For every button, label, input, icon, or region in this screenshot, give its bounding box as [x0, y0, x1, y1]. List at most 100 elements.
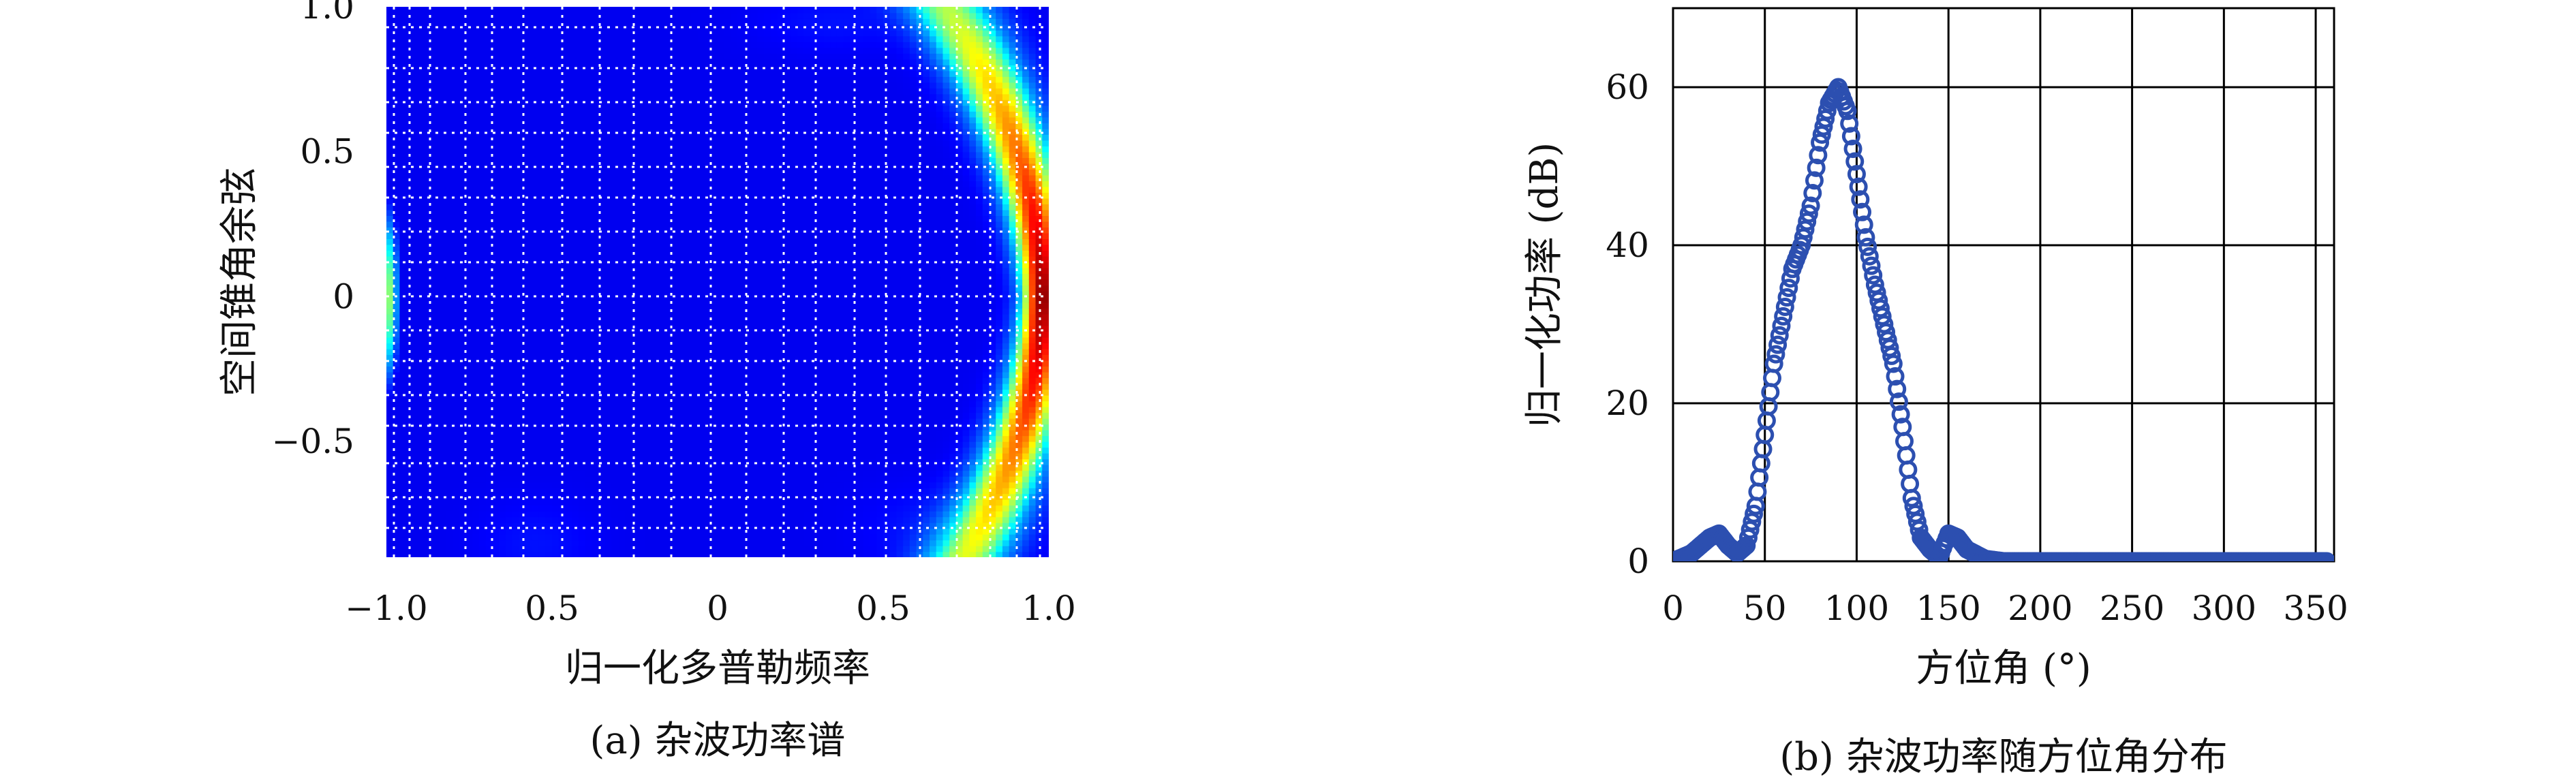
heatmap-cell [565, 134, 572, 141]
heatmap-cell [512, 487, 520, 495]
heatmap-cell [711, 221, 718, 228]
heatmap-cell [611, 475, 619, 483]
heatmap-cell [611, 331, 619, 338]
heatmap-cell [479, 93, 487, 100]
heatmap-cell [512, 238, 520, 245]
heatmap-cell [499, 464, 506, 471]
heatmap-cell [485, 429, 493, 437]
heatmap-cell [651, 140, 659, 146]
heatmap-cell [505, 244, 513, 251]
heatmap-cell [499, 475, 506, 483]
heatmap-cell [697, 383, 705, 390]
heatmap-cell [492, 406, 500, 413]
heatmap-cell [446, 30, 453, 37]
heatmap-cell [532, 354, 540, 361]
heatmap-cell [552, 302, 559, 309]
heatmap-cell [592, 424, 599, 431]
heatmap-cell [598, 412, 606, 419]
heatmap-cell [459, 354, 467, 361]
heatmap-cell [465, 93, 474, 100]
heatmap-cell [658, 76, 666, 83]
heatmap-cell [492, 551, 500, 557]
heatmap-cell [677, 539, 686, 546]
heatmap-cell [704, 406, 712, 413]
heatmap-cell [519, 181, 526, 187]
heatmap-cell [724, 308, 732, 315]
heatmap-cell [446, 279, 453, 286]
heatmap-cell [538, 354, 547, 361]
heatmap-cell [684, 343, 692, 349]
heatmap-cell [704, 447, 712, 454]
heatmap-cell [479, 447, 487, 454]
heatmap-cell [618, 209, 626, 216]
heatmap-cell [731, 285, 738, 292]
heatmap-cell [446, 35, 453, 42]
heatmap-cell [604, 42, 613, 48]
heatmap-cell [499, 377, 506, 384]
heatmap-cell [684, 250, 692, 257]
heatmap-cell [585, 111, 593, 118]
heatmap-cell [459, 325, 467, 332]
heatmap-cell [545, 539, 553, 546]
heatmap-cell [671, 458, 679, 465]
heatmap-cell [446, 296, 453, 303]
heatmap-cell [512, 215, 520, 222]
heatmap-cell [592, 111, 599, 118]
heatmap-cell [604, 157, 613, 164]
heatmap-cell [598, 401, 606, 407]
heatmap-cell [499, 348, 506, 356]
heatmap-cell [545, 337, 553, 344]
heatmap-cell [592, 169, 599, 176]
heatmap-cell [664, 290, 672, 298]
heatmap-cell [532, 285, 540, 292]
heatmap-cell [386, 88, 394, 95]
heatmap-cell [512, 146, 520, 153]
heatmap-cell [538, 204, 547, 210]
heatmap-cell [393, 337, 401, 344]
heatmap-cell [684, 169, 692, 176]
heatmap-cell [572, 441, 579, 448]
heatmap-cell [711, 447, 718, 454]
heatmap-cell [704, 389, 712, 396]
heatmap-cell [624, 499, 632, 506]
heatmap-cell [499, 482, 506, 488]
heatmap-cell [611, 105, 619, 112]
heatmap-cell [465, 53, 474, 60]
heatmap-cell [406, 383, 414, 390]
heatmap-cell [677, 458, 686, 465]
heatmap-cell [538, 435, 547, 442]
heatmap-cell [459, 366, 467, 373]
heatmap-cell [565, 267, 572, 275]
heatmap-cell [393, 35, 401, 42]
heatmap-cell [419, 528, 427, 535]
heatmap-cell [399, 308, 407, 315]
heatmap-cell [439, 151, 447, 158]
heatmap-cell [704, 475, 712, 483]
heatmap-cell [446, 267, 453, 275]
heatmap-cell [578, 470, 586, 477]
heatmap-cell [499, 470, 506, 477]
heatmap-cell [453, 510, 460, 518]
heatmap-cell [412, 198, 420, 204]
heatmap-cell [419, 232, 427, 240]
heatmap-cell [525, 221, 533, 228]
heatmap-cell [684, 348, 692, 356]
heatmap-cell [618, 348, 626, 356]
heatmap-cell [512, 394, 520, 402]
heatmap-cell [512, 273, 520, 280]
heatmap-cell [558, 35, 566, 42]
heatmap-cell [459, 290, 467, 298]
heatmap-cell [585, 522, 593, 529]
heatmap-cell [519, 186, 526, 193]
heatmap-cell [492, 290, 500, 298]
heatmap-cell [426, 59, 433, 65]
heatmap-cell [499, 53, 506, 60]
heatmap-cell [545, 354, 553, 361]
heatmap-cell [618, 285, 626, 292]
heatmap-cell [731, 487, 738, 495]
heatmap-cell [631, 116, 639, 123]
heatmap-cell [724, 204, 732, 210]
heatmap-cell [505, 123, 513, 129]
heatmap-cell [393, 302, 401, 309]
heatmap-cell [585, 93, 593, 100]
